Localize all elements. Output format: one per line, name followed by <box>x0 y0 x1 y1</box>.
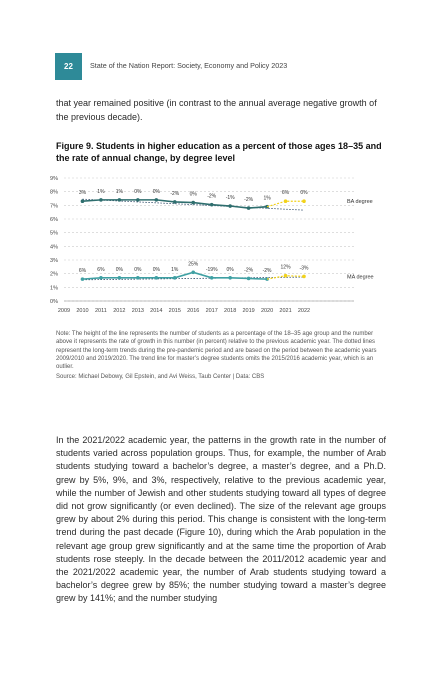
change-label: 6% <box>97 267 105 273</box>
x-tick-label: 2022 <box>298 308 310 314</box>
series-label: BA degree <box>347 199 373 205</box>
y-tick-label: 3% <box>50 258 58 264</box>
data-point <box>228 204 232 208</box>
data-point <box>117 275 122 280</box>
data-point <box>154 198 159 202</box>
line-chart: 0% 1% 2% 3% 4% 5% 6% 7% 8% 9% 2009 2010 2011 2012 2013… <box>50 176 374 314</box>
x-tick-label: 2016 <box>187 308 199 314</box>
change-label: 0% <box>190 192 198 198</box>
x-tick-label: 2012 <box>113 308 125 314</box>
recent-point <box>283 199 288 204</box>
data-point <box>246 276 251 281</box>
change-label: 1% <box>263 196 271 202</box>
change-label: 0% <box>300 190 308 196</box>
change-label: 1% <box>171 267 179 273</box>
change-label: -3% <box>300 265 309 271</box>
running-header: State of the Nation Report: Society, Eco… <box>90 61 288 70</box>
y-tick-label: 0% <box>50 299 58 305</box>
body-text: In the 2021/2022 academic year, the patt… <box>56 434 386 606</box>
change-label: 0% <box>153 189 161 195</box>
page-number-badge: 22 <box>55 53 82 80</box>
x-tick-label: 2020 <box>261 308 273 314</box>
x-tick-label: 2013 <box>132 308 144 314</box>
data-point <box>80 277 85 281</box>
change-label: 0% <box>134 189 142 195</box>
change-label: 3% <box>79 190 87 196</box>
data-point <box>136 198 140 202</box>
page-number: 22 <box>64 62 73 71</box>
figure-note: Note: The height of the line represents … <box>56 331 377 371</box>
y-tick-label: 6% <box>50 217 58 223</box>
data-point <box>209 275 214 280</box>
x-tick-label: 2017 <box>206 308 218 314</box>
recent-point <box>302 274 306 279</box>
data-point <box>246 206 251 210</box>
change-label: -2% <box>207 194 216 200</box>
figure-source: Source: Michael Debowy, Gil Epstein, and… <box>56 374 265 381</box>
data-point <box>172 200 177 204</box>
series-label: MA degree <box>347 274 374 280</box>
y-tick-label: 9% <box>50 176 58 182</box>
change-label: 6% <box>79 268 87 274</box>
data-point <box>117 198 122 202</box>
y-tick-label: 7% <box>50 203 58 209</box>
data-point <box>228 275 232 280</box>
change-label: -2% <box>244 197 253 203</box>
data-point <box>191 200 196 205</box>
change-label: 1% <box>97 189 105 195</box>
x-tick-label: 2010 <box>76 308 88 314</box>
x-tick-label: 2011 <box>95 308 107 314</box>
x-tick-label: 2021 <box>279 308 291 314</box>
figure-title: Figure 9. Students in higher education a… <box>56 141 382 163</box>
change-label: -19% <box>206 267 218 273</box>
change-label: 0% <box>116 267 124 273</box>
y-tick-label: 5% <box>50 231 58 237</box>
change-label: 25% <box>188 261 199 267</box>
recent-point <box>302 199 306 204</box>
intro-paragraph: that year remained positive (in contrast… <box>56 98 377 122</box>
y-tick-label: 4% <box>50 244 58 250</box>
y-tick-label: 1% <box>50 285 58 291</box>
change-label: -2% <box>170 191 179 197</box>
x-tick-label: 2009 <box>58 308 70 314</box>
change-label: -1% <box>226 195 235 201</box>
x-tick-label: 2015 <box>169 308 181 314</box>
data-point <box>136 275 140 280</box>
figure-notes: Note: The height of the line represents … <box>56 330 386 382</box>
y-tick-label: 2% <box>50 272 58 278</box>
data-point <box>265 277 269 281</box>
change-label: 12% <box>281 265 292 271</box>
data-point <box>154 275 159 280</box>
data-point <box>209 202 214 207</box>
change-label: 0% <box>134 267 142 273</box>
change-label: 6% <box>282 190 290 196</box>
body-paragraph: In the 2021/2022 academic year, the patt… <box>56 435 386 604</box>
data-point <box>99 275 103 280</box>
data-point <box>191 270 196 275</box>
y-tick-label: 8% <box>50 190 58 196</box>
x-tick-label: 2019 <box>242 308 254 314</box>
data-point <box>265 204 269 209</box>
x-tick-label: 2018 <box>224 308 236 314</box>
change-label: 0% <box>227 267 235 273</box>
change-label: 0% <box>153 267 161 273</box>
change-label: -2% <box>263 268 272 274</box>
data-point <box>99 198 103 202</box>
x-tick-label: 2014 <box>150 308 162 314</box>
change-label: 1% <box>116 189 124 195</box>
data-point <box>172 275 177 280</box>
change-label: -2% <box>244 267 253 273</box>
recent-point <box>283 273 288 278</box>
data-point <box>80 199 85 204</box>
